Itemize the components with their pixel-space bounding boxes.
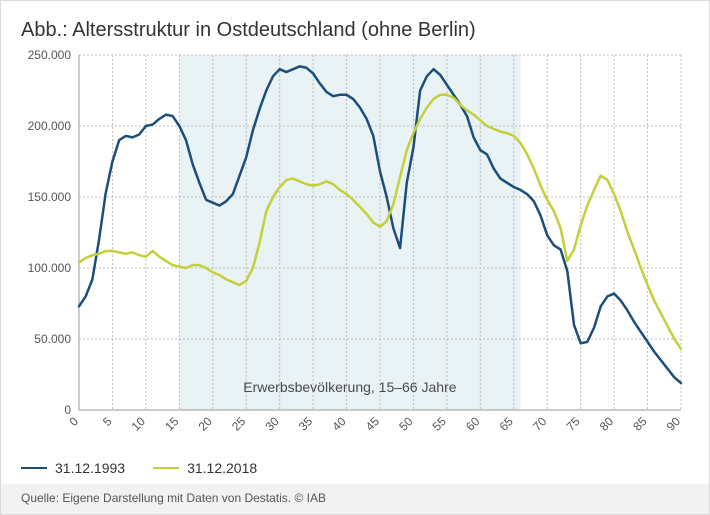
source-line: Quelle: Eigene Darstellung mit Daten von… — [1, 484, 709, 514]
svg-text:50: 50 — [396, 414, 416, 434]
svg-text:20: 20 — [196, 414, 216, 434]
svg-text:65: 65 — [497, 414, 517, 434]
chart-plot: 050.000100.000150.000200.000250.00005101… — [21, 49, 689, 444]
legend-swatch-2018 — [153, 467, 179, 469]
svg-text:75: 75 — [563, 414, 583, 434]
svg-text:0: 0 — [66, 414, 81, 429]
svg-text:200.000: 200.000 — [28, 119, 72, 133]
legend: 31.12.1993 31.12.2018 — [21, 460, 257, 476]
svg-text:35: 35 — [296, 414, 316, 434]
svg-text:100.000: 100.000 — [28, 261, 72, 275]
svg-text:40: 40 — [329, 414, 349, 434]
svg-text:5: 5 — [100, 414, 115, 429]
line-chart-svg: 050.000100.000150.000200.000250.00005101… — [21, 49, 691, 446]
svg-text:15: 15 — [162, 414, 182, 434]
svg-text:150.000: 150.000 — [28, 190, 72, 204]
legend-swatch-1993 — [21, 467, 47, 469]
svg-text:60: 60 — [463, 414, 483, 434]
svg-text:70: 70 — [530, 414, 550, 434]
legend-item-2018: 31.12.2018 — [153, 460, 257, 476]
svg-text:10: 10 — [129, 414, 149, 434]
svg-text:55: 55 — [430, 414, 450, 434]
svg-text:25: 25 — [229, 414, 249, 434]
svg-text:30: 30 — [262, 414, 282, 434]
legend-label-1993: 31.12.1993 — [55, 460, 125, 476]
chart-card: Abb.: Altersstruktur in Ostdeutschland (… — [0, 0, 710, 515]
svg-text:90: 90 — [664, 414, 684, 434]
svg-text:50.000: 50.000 — [34, 332, 71, 346]
svg-text:45: 45 — [363, 414, 383, 434]
legend-label-2018: 31.12.2018 — [187, 460, 257, 476]
svg-text:250.000: 250.000 — [28, 49, 72, 62]
svg-text:80: 80 — [597, 414, 617, 434]
chart-title: Abb.: Altersstruktur in Ostdeutschland (… — [21, 19, 689, 42]
svg-text:85: 85 — [630, 414, 650, 434]
svg-text:Erwerbsbevölkerung, 15–66 Jahr: Erwerbsbevölkerung, 15–66 Jahre — [243, 379, 456, 395]
legend-item-1993: 31.12.1993 — [21, 460, 125, 476]
